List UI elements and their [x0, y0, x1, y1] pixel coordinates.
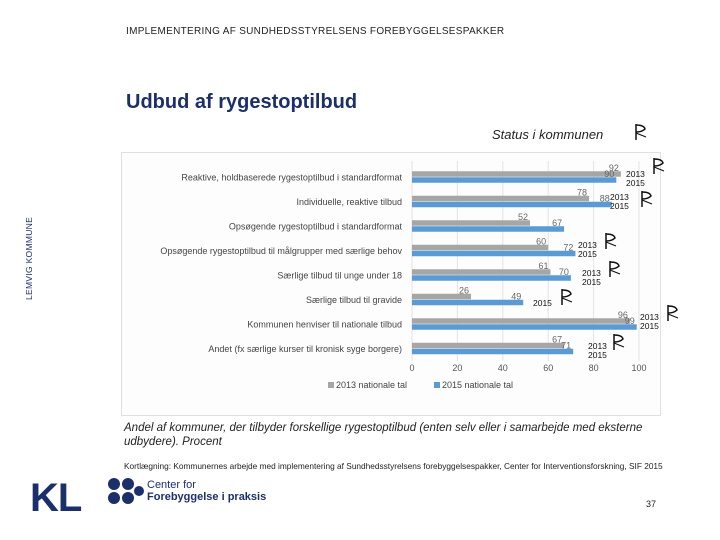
category-label: Opsøgende rygestoptilbud til målgrupper …	[160, 246, 402, 256]
kl-logo: KL	[30, 476, 82, 520]
bar-2015	[412, 226, 565, 232]
x-tick-label: 100	[631, 363, 646, 373]
bar-2015	[412, 299, 524, 306]
data-label: 88	[600, 193, 610, 203]
flag-icon	[561, 289, 573, 305]
chart-caption: Andel af kommuner, der tilbyder forskell…	[124, 422, 643, 448]
data-label: 49	[511, 291, 521, 301]
category-label: Opsøgende rygestoptilbud i standardforma…	[229, 221, 403, 231]
data-label: 78	[577, 187, 587, 197]
data-label: 61	[538, 261, 548, 271]
data-label: 92	[609, 163, 619, 173]
chart-panel: 0 20 40 60 80 100 Reaktive, holdbaserede ryges…	[121, 152, 661, 416]
page-number: 37	[646, 499, 657, 509]
x-tick-label: 60	[543, 363, 553, 373]
data-label: 60	[536, 236, 546, 246]
bar-2013	[412, 171, 621, 177]
bar-2013	[412, 195, 590, 202]
center-logo-icon	[108, 478, 144, 504]
category-label: Særlige tilbud til gravide	[306, 295, 402, 305]
data-label: 26	[459, 285, 469, 295]
flag-icon	[653, 158, 665, 174]
data-label: 96	[618, 310, 628, 320]
flag-icon	[609, 261, 621, 277]
year-stamp: 2015	[533, 298, 552, 308]
legend-label: 2015 nationale tal	[442, 380, 513, 390]
data-label: 67	[552, 218, 562, 228]
data-label: 72	[563, 242, 573, 252]
legend-label: 2013 nationale tal	[336, 380, 407, 390]
x-tick-label: 0	[409, 363, 414, 373]
year-stamp: 2013 2015	[578, 240, 597, 259]
bar-2015	[412, 348, 574, 355]
legend-swatch	[434, 382, 440, 388]
x-tick-label: 40	[498, 363, 508, 373]
bar-chart: 0 20 40 60 80 100 Reaktive, holdbaserede ryges…	[160, 161, 647, 390]
bar-2013	[412, 220, 531, 226]
bar-2015	[412, 250, 576, 257]
flag-icon	[635, 124, 647, 140]
data-label: 67	[552, 334, 562, 344]
bar-2015	[412, 201, 612, 208]
header-text: IMPLEMENTERING AF SUNDHEDSSTYRELSENS FOR…	[126, 26, 505, 37]
legend-swatch	[328, 382, 334, 388]
category-label: Kommunen henviser til nationale tilbud	[247, 319, 402, 329]
year-stamp: 2013 2015	[640, 312, 659, 331]
data-label: 70	[559, 267, 569, 277]
bar-2013	[412, 244, 549, 251]
x-tick-label: 20	[452, 363, 462, 373]
bar-2013	[412, 269, 551, 275]
category-label: Individuelle, reaktive tilbud	[296, 197, 402, 207]
bar-2015	[412, 177, 617, 183]
category-label: Reaktive, holdbaserede rygestoptilbud i …	[181, 172, 402, 182]
year-stamp: 2013 2015	[588, 341, 607, 360]
center-logo-text: Center for Forebyggelse i praksis	[147, 479, 267, 503]
bar-2015	[412, 275, 571, 281]
year-stamp: 2013 2015	[610, 192, 629, 211]
flag-icon	[641, 191, 653, 207]
flag-icon	[605, 233, 617, 249]
year-stamp: 2013 2015	[626, 169, 645, 188]
status-label: Status i kommunen	[492, 127, 604, 142]
data-label: 52	[518, 212, 528, 222]
bar-2015	[412, 324, 637, 330]
data-label: 71	[561, 340, 571, 350]
category-label: Andet (fx særlige kurser til kronisk syg…	[208, 344, 402, 354]
bar-2013	[412, 342, 565, 349]
source-note: Kortlægning: Kommunernes arbejde med imp…	[124, 461, 663, 471]
x-tick-label: 80	[589, 363, 599, 373]
bar-2013	[412, 318, 630, 324]
flag-icon	[667, 305, 679, 321]
data-label: 99	[625, 316, 635, 326]
data-label: 90	[604, 169, 614, 179]
bar-2013	[412, 293, 472, 300]
side-label: LEMVIG KOMMUNE	[24, 216, 34, 300]
page-title: Udbud af rygestoptilbud	[126, 91, 358, 113]
category-label: Særlige tilbud til unge under 18	[277, 270, 402, 280]
year-stamp: 2013 2015	[582, 268, 601, 287]
flag-icon	[613, 334, 625, 350]
